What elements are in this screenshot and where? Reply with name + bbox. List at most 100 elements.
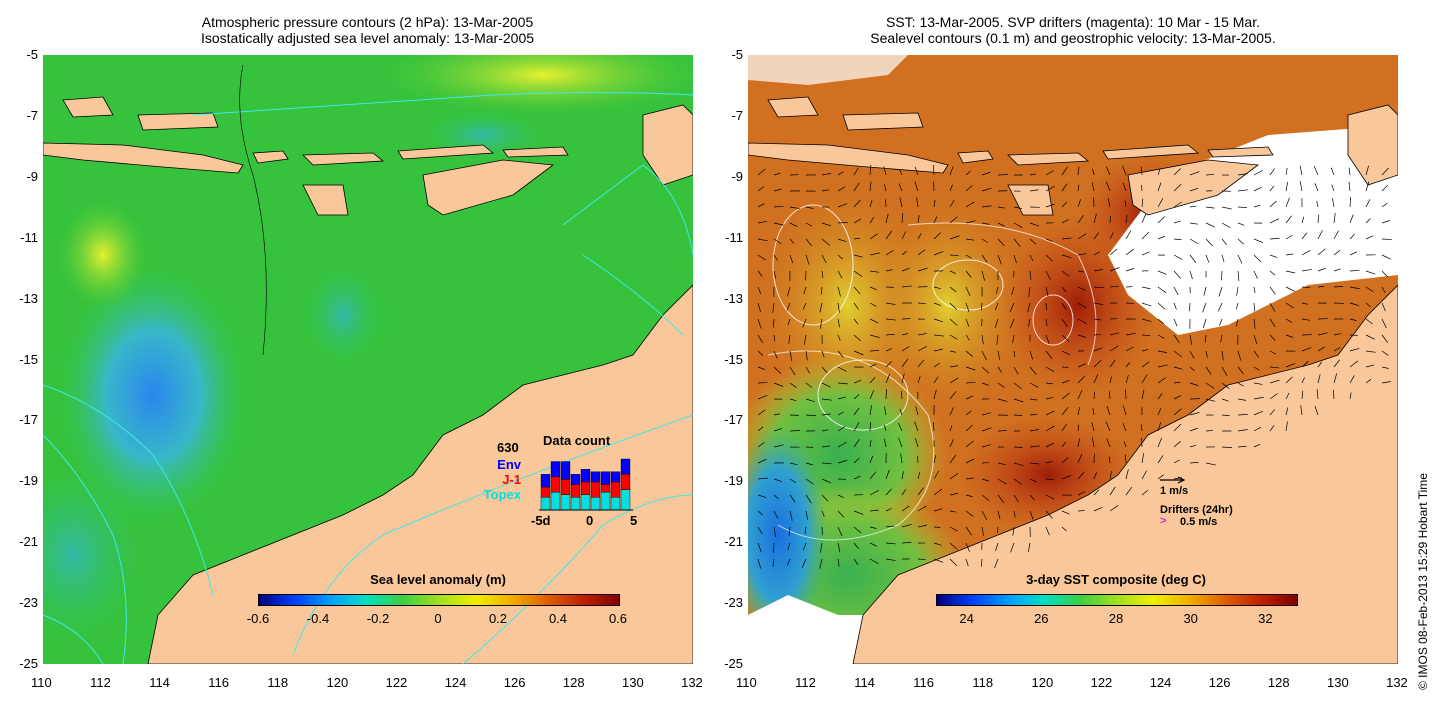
velocity-vector xyxy=(994,558,999,569)
velocity-vector xyxy=(1189,254,1197,264)
histogram-bar-env xyxy=(580,469,591,483)
velocity-vector xyxy=(1349,197,1352,208)
velocity-vector xyxy=(1077,253,1087,256)
velocity-vector xyxy=(1205,174,1215,176)
velocity-vector xyxy=(981,366,990,374)
velocity-vector xyxy=(1029,238,1037,245)
velocity-vector xyxy=(1045,254,1053,262)
velocity-vector xyxy=(1028,286,1031,297)
data-count-title: Data count xyxy=(543,433,611,448)
velocity-vector xyxy=(1141,213,1147,224)
sea-level-anomaly-map-graphic xyxy=(43,55,693,664)
velocity-vector xyxy=(1061,423,1067,432)
velocity-vector xyxy=(821,413,831,416)
left-title-line1: Atmospheric pressure contours (2 hPa): 1… xyxy=(201,14,534,30)
velocity-vector xyxy=(787,286,791,297)
velocity-vector xyxy=(1235,318,1239,327)
velocity-vector xyxy=(1221,366,1228,376)
velocity-vector xyxy=(1013,382,1023,390)
velocity-vector xyxy=(901,213,904,224)
velocity-vector xyxy=(1061,392,1070,400)
velocity-vector xyxy=(1107,197,1111,208)
velocity-vector xyxy=(1349,375,1355,384)
velocity-vector xyxy=(933,558,944,563)
velocity-vector xyxy=(821,478,832,484)
velocity-vector xyxy=(837,542,841,553)
velocity-vector xyxy=(757,394,768,400)
velocity-vector xyxy=(901,250,907,256)
velocity-vector xyxy=(917,487,924,496)
velocity-vector xyxy=(773,172,781,176)
velocity-vector xyxy=(1093,489,1100,496)
velocity-vector xyxy=(787,542,791,551)
velocity-vector xyxy=(1253,426,1262,432)
velocity-vector xyxy=(965,185,973,192)
velocity-vector xyxy=(1381,318,1387,329)
velocity-vector xyxy=(1061,286,1067,293)
right-map-title: SST: 13-Mar-2005. SVP drifters (magenta)… xyxy=(748,14,1398,46)
velocity-vector xyxy=(1269,318,1276,328)
velocity-vector xyxy=(757,558,762,569)
velocity-vector xyxy=(933,216,938,224)
velocity-vector xyxy=(869,421,872,432)
velocity-vector xyxy=(1253,238,1264,244)
velocity-vector xyxy=(1269,286,1276,295)
velocity-vector xyxy=(837,510,845,518)
velocity-vector xyxy=(1125,346,1134,352)
velocity-vector xyxy=(773,382,784,387)
x-tick-label: 118 xyxy=(972,675,994,690)
velocity-vector xyxy=(1157,302,1166,310)
velocity-vector xyxy=(1105,421,1111,432)
velocity-vector xyxy=(885,361,892,368)
drifters-legend-value: 0.5 m/s xyxy=(1180,516,1218,528)
x-tick-label: 124 xyxy=(1149,675,1172,690)
legend-topex: Topex xyxy=(483,487,521,502)
velocity-vector xyxy=(1365,270,1376,275)
velocity-vector xyxy=(853,350,864,356)
x-tick-label: 122 xyxy=(1090,675,1113,690)
velocity-vector xyxy=(1381,238,1392,240)
y-tick-label: -11 xyxy=(20,229,38,245)
velocity-vector xyxy=(1253,318,1256,329)
velocity-vector xyxy=(1348,181,1351,192)
velocity-vector xyxy=(1093,213,1097,224)
velocity-vector xyxy=(1365,302,1371,308)
velocity-vector xyxy=(1269,366,1280,369)
velocity-vector xyxy=(1045,410,1055,416)
velocity-vector xyxy=(1205,366,1212,375)
velocity-vector xyxy=(1189,205,1197,208)
velocity-vector xyxy=(773,205,784,208)
velocity-vector xyxy=(914,181,919,192)
velocity-vector xyxy=(1235,302,1239,310)
histogram-bar-env xyxy=(550,461,561,478)
velocity-vector xyxy=(1189,366,1195,372)
velocity-vector xyxy=(901,373,905,384)
velocity-vector xyxy=(981,270,985,281)
velocity-vector xyxy=(933,251,944,256)
velocity-vector xyxy=(1189,350,1195,359)
velocity-vector xyxy=(837,254,843,260)
velocity-vector xyxy=(917,249,926,256)
velocity-vector xyxy=(914,166,919,176)
velocity-vector xyxy=(981,334,984,345)
velocity-vector xyxy=(1237,238,1244,245)
histogram-bar-topex xyxy=(570,497,581,511)
velocity-vector xyxy=(869,377,876,384)
velocity-vector xyxy=(1381,184,1388,192)
velocity-vector xyxy=(981,412,992,416)
velocity-vector xyxy=(1348,167,1351,176)
velocity-vector xyxy=(837,302,840,313)
velocity-vector xyxy=(901,285,912,288)
velocity-vector xyxy=(787,318,791,326)
velocity-vector xyxy=(1061,334,1070,343)
velocity-vector xyxy=(1253,366,1260,371)
velocity-vector xyxy=(1203,286,1207,296)
histogram-bar-env xyxy=(590,471,601,483)
velocity-vector xyxy=(1317,248,1326,256)
sst-colorbar-label: 3-day SST composite (deg C) xyxy=(1026,572,1206,587)
colorbar-tick: 32 xyxy=(1258,611,1273,626)
y-tick-label: -5 xyxy=(26,47,38,62)
velocity-vector xyxy=(1333,250,1341,256)
velocity-vector xyxy=(1013,206,1022,209)
velocity-vector xyxy=(1077,491,1086,496)
